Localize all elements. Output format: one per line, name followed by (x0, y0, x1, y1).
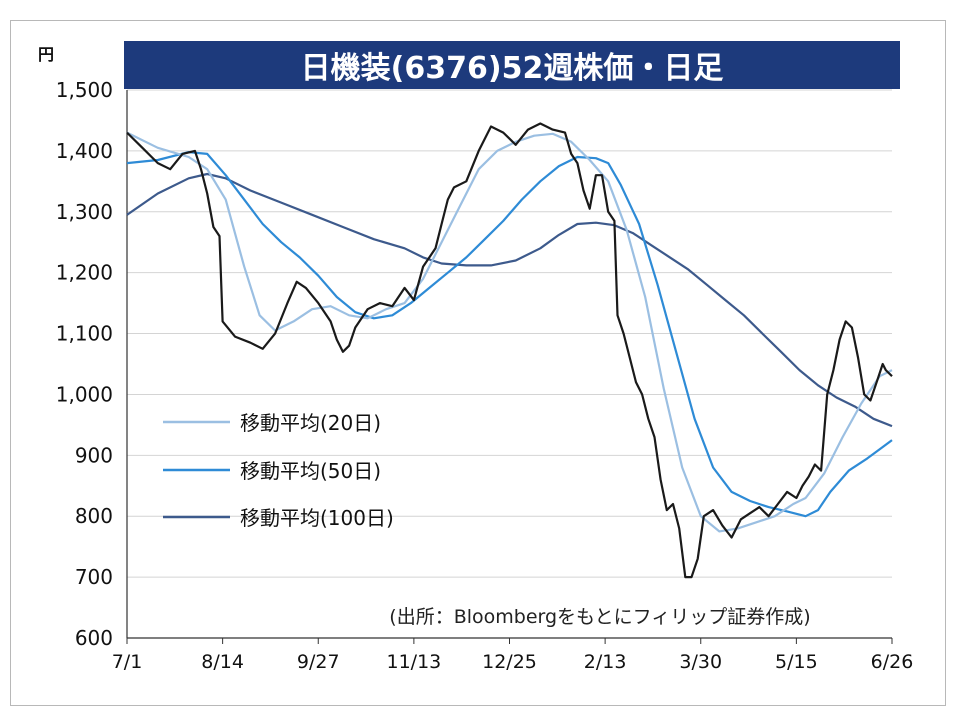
y-tick-label: 1,300 (56, 200, 113, 224)
x-tick-label: 3/30 (679, 651, 722, 673)
source-note: (出所：Bloombergをもとにフィリップ証券作成) (389, 606, 810, 628)
title-banner (124, 41, 900, 89)
x-tick-labels: 7/1 8/14 9/27 11/13 12/25 2/13 3/30 5/15 6/26 (112, 651, 914, 673)
y-tick-label: 800 (75, 504, 113, 528)
y-tick-label: 600 (75, 626, 113, 650)
price-series-line (126, 122, 893, 579)
x-tick-label: 5/15 (775, 651, 818, 673)
y-tick-label: 1,400 (56, 139, 113, 163)
y-tick-label: 1,200 (56, 261, 113, 285)
axes (126, 90, 893, 644)
moving-average-line-3 (126, 172, 893, 428)
x-tick-label: 9/27 (297, 651, 340, 673)
x-tick-label: 6/26 (871, 651, 914, 673)
series-lines (126, 122, 893, 579)
chart-frame (10, 20, 946, 706)
y-tick-label: 1,500 (56, 78, 113, 102)
moving-average-line-1 (126, 131, 893, 533)
moving-average-line-2 (126, 151, 893, 518)
x-tick-label: 8/14 (201, 651, 244, 673)
legend-label: 移動平均(20日) (240, 411, 381, 435)
x-tick-label: 2/13 (584, 651, 627, 673)
y-tick-label: 700 (75, 565, 113, 589)
x-tick-label: 11/13 (386, 651, 441, 673)
chart-title: 日機装(6376)52週株価・日足 (301, 51, 724, 86)
x-tick-label: 7/1 (112, 651, 143, 673)
y-tick-label: 1,100 (56, 322, 113, 346)
grid-lines (127, 89, 892, 639)
x-tick-label: 12/25 (482, 651, 537, 673)
unit-label: 円 (38, 45, 54, 64)
legend: 移動平均(20日) 移動平均(50日) 移動平均(100日) (163, 411, 394, 530)
legend-label: 移動平均(100日) (240, 506, 394, 530)
y-tick-labels: 1,500 1,400 1,300 1,200 1,100 1,000 900 800 700 6… (56, 78, 113, 650)
legend-label: 移動平均(50日) (240, 459, 381, 483)
y-tick-label: 900 (75, 443, 113, 467)
y-tick-label: 1,000 (56, 382, 113, 406)
